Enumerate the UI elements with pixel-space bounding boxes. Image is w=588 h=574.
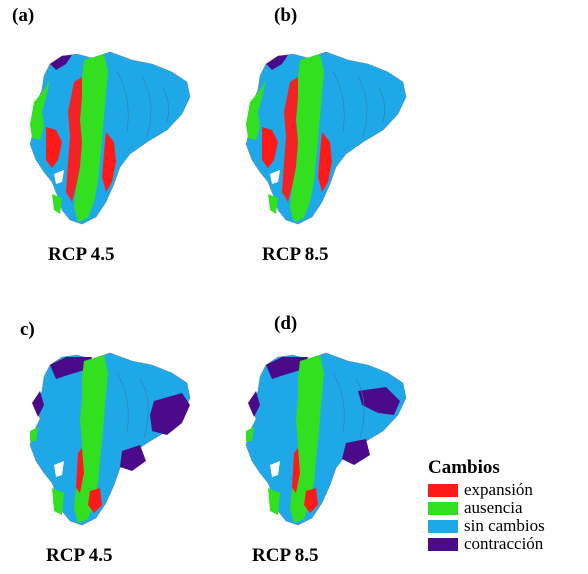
- map-legend: Cambios expansión ausencia sin cambios c…: [428, 457, 586, 553]
- legend-item: expansión: [428, 481, 586, 499]
- panel-label-c: c): [20, 319, 35, 340]
- panel-label-d: (d): [274, 313, 298, 334]
- map-panel-b: [238, 42, 408, 227]
- legend-swatch-no-change: [428, 519, 458, 533]
- map-panel-a: [22, 42, 192, 227]
- legend-item: ausencia: [428, 499, 586, 517]
- scenario-label-a: RCP 4.5: [48, 244, 115, 265]
- legend-label: contracción: [464, 534, 544, 553]
- scenario-label-b: RCP 8.5: [262, 244, 329, 265]
- map-panel-d: [238, 343, 408, 528]
- legend-item: contracción: [428, 535, 586, 553]
- legend-swatch-absence: [428, 501, 458, 515]
- panel-label-a: (a): [12, 5, 35, 26]
- map-panel-c: [22, 343, 192, 528]
- legend-label: ausencia: [464, 498, 523, 517]
- legend-swatch-contraction: [428, 537, 458, 551]
- panel-label-b: (b): [274, 5, 298, 26]
- legend-label: sin cambios: [464, 516, 545, 535]
- legend-label: expansión: [464, 480, 533, 499]
- legend-swatch-expansion: [428, 483, 458, 497]
- scenario-label-c: RCP 4.5: [46, 545, 113, 566]
- scenario-label-d: RCP 8.5: [252, 545, 319, 566]
- legend-title: Cambios: [428, 457, 500, 478]
- legend-item: sin cambios: [428, 517, 586, 535]
